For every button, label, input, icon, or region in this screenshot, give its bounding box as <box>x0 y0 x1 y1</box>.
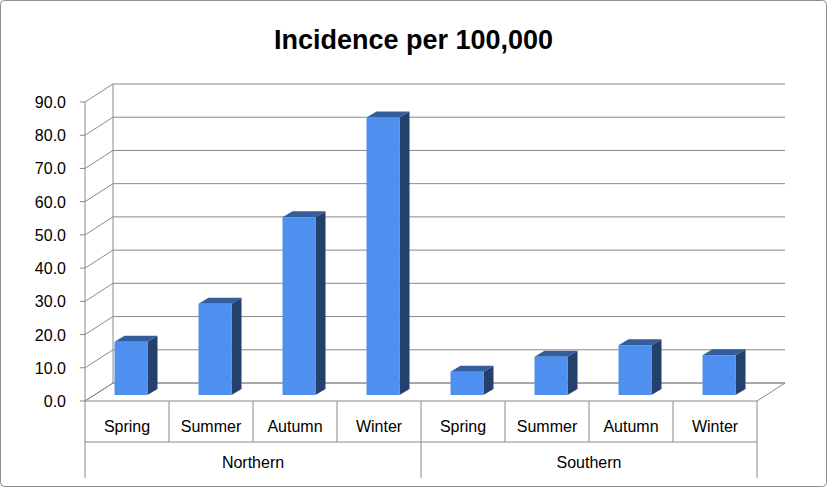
category-divider <box>505 401 506 442</box>
bar-top <box>115 336 158 342</box>
bars <box>115 112 746 395</box>
y-tick <box>80 268 85 269</box>
grid-line <box>85 184 785 202</box>
bar <box>451 366 494 395</box>
bar-side <box>568 351 578 395</box>
y-tick-label: 90.0 <box>35 94 66 111</box>
left-wall-back <box>113 84 114 383</box>
category-label: Spring <box>104 418 150 435</box>
bar <box>199 298 242 395</box>
grid-line <box>85 84 785 102</box>
axis-level-line <box>85 442 757 443</box>
title: Incidence per 100,000 <box>274 25 553 55</box>
grid-line <box>85 283 785 301</box>
bar-side <box>736 349 746 395</box>
grid-line <box>85 217 785 235</box>
bar-front <box>367 118 400 395</box>
category-divider <box>337 401 338 442</box>
bar <box>283 211 326 395</box>
y-tick <box>80 102 85 103</box>
bar <box>535 351 578 395</box>
y-tick-label: 40.0 <box>35 260 66 277</box>
bar-top <box>619 339 662 345</box>
grid-line <box>85 383 785 401</box>
bar <box>367 112 410 395</box>
bar <box>619 339 662 395</box>
grid-line <box>85 350 785 368</box>
category-label: Spring <box>440 418 486 435</box>
bar-side <box>400 112 410 395</box>
bar-front <box>451 372 484 395</box>
y-tick <box>80 334 85 335</box>
y-tick-label: 60.0 <box>35 194 66 211</box>
category-divider <box>253 401 254 442</box>
bar-front <box>199 304 232 395</box>
y-tick <box>80 301 85 302</box>
y-tick <box>80 401 85 402</box>
bar-top <box>451 366 494 372</box>
grid-line <box>85 150 785 168</box>
y-tick <box>80 367 85 368</box>
y-tick-label: 80.0 <box>35 127 66 144</box>
bar-top <box>199 298 242 304</box>
group-divider <box>757 401 758 478</box>
y-tick <box>80 234 85 235</box>
grid-line <box>85 117 785 135</box>
category-divider <box>589 401 590 442</box>
grid-line <box>85 250 785 268</box>
frame <box>1 1 827 487</box>
bar-top <box>283 211 326 217</box>
category-label: Summer <box>181 418 242 435</box>
bar <box>115 336 158 395</box>
group-divider <box>85 401 86 478</box>
group-label: Northern <box>222 454 284 471</box>
bar-side <box>232 298 242 395</box>
y-tick-label: 0.0 <box>44 393 66 410</box>
bar-top <box>703 349 746 355</box>
grid-line <box>85 317 785 335</box>
bar-front <box>535 357 568 395</box>
category-label: Winter <box>356 418 403 435</box>
category-label: Summer <box>517 418 578 435</box>
category-label: Autumn <box>603 418 658 435</box>
bar <box>703 349 746 395</box>
group-divider <box>421 401 422 478</box>
bar-side <box>148 336 158 395</box>
y-tick-label: 20.0 <box>35 327 66 344</box>
bar-side <box>652 339 662 395</box>
y-tick-label: 30.0 <box>35 293 66 310</box>
chart: Incidence per 100,000 0.0 10.0 20.0 30.0 40.0… <box>0 0 827 487</box>
bar-top <box>367 112 410 118</box>
bar-front <box>619 345 652 395</box>
bar-side <box>316 211 326 395</box>
y-tick <box>80 201 85 202</box>
floor <box>85 383 785 401</box>
category-label: Winter <box>692 418 739 435</box>
group-label: Southern <box>557 454 622 471</box>
left-wall-front <box>85 102 86 401</box>
y-tick <box>80 168 85 169</box>
bar-front <box>703 355 736 395</box>
bar-front <box>115 342 148 395</box>
y-tick-label: 10.0 <box>35 360 66 377</box>
category-divider <box>673 401 674 442</box>
bar-front <box>283 217 316 395</box>
y-tick-label: 50.0 <box>35 227 66 244</box>
category-label: Autumn <box>267 418 322 435</box>
category-divider <box>169 401 170 442</box>
bar-top <box>535 351 578 357</box>
y-tick <box>80 135 85 136</box>
y-tick-label: 70.0 <box>35 160 66 177</box>
